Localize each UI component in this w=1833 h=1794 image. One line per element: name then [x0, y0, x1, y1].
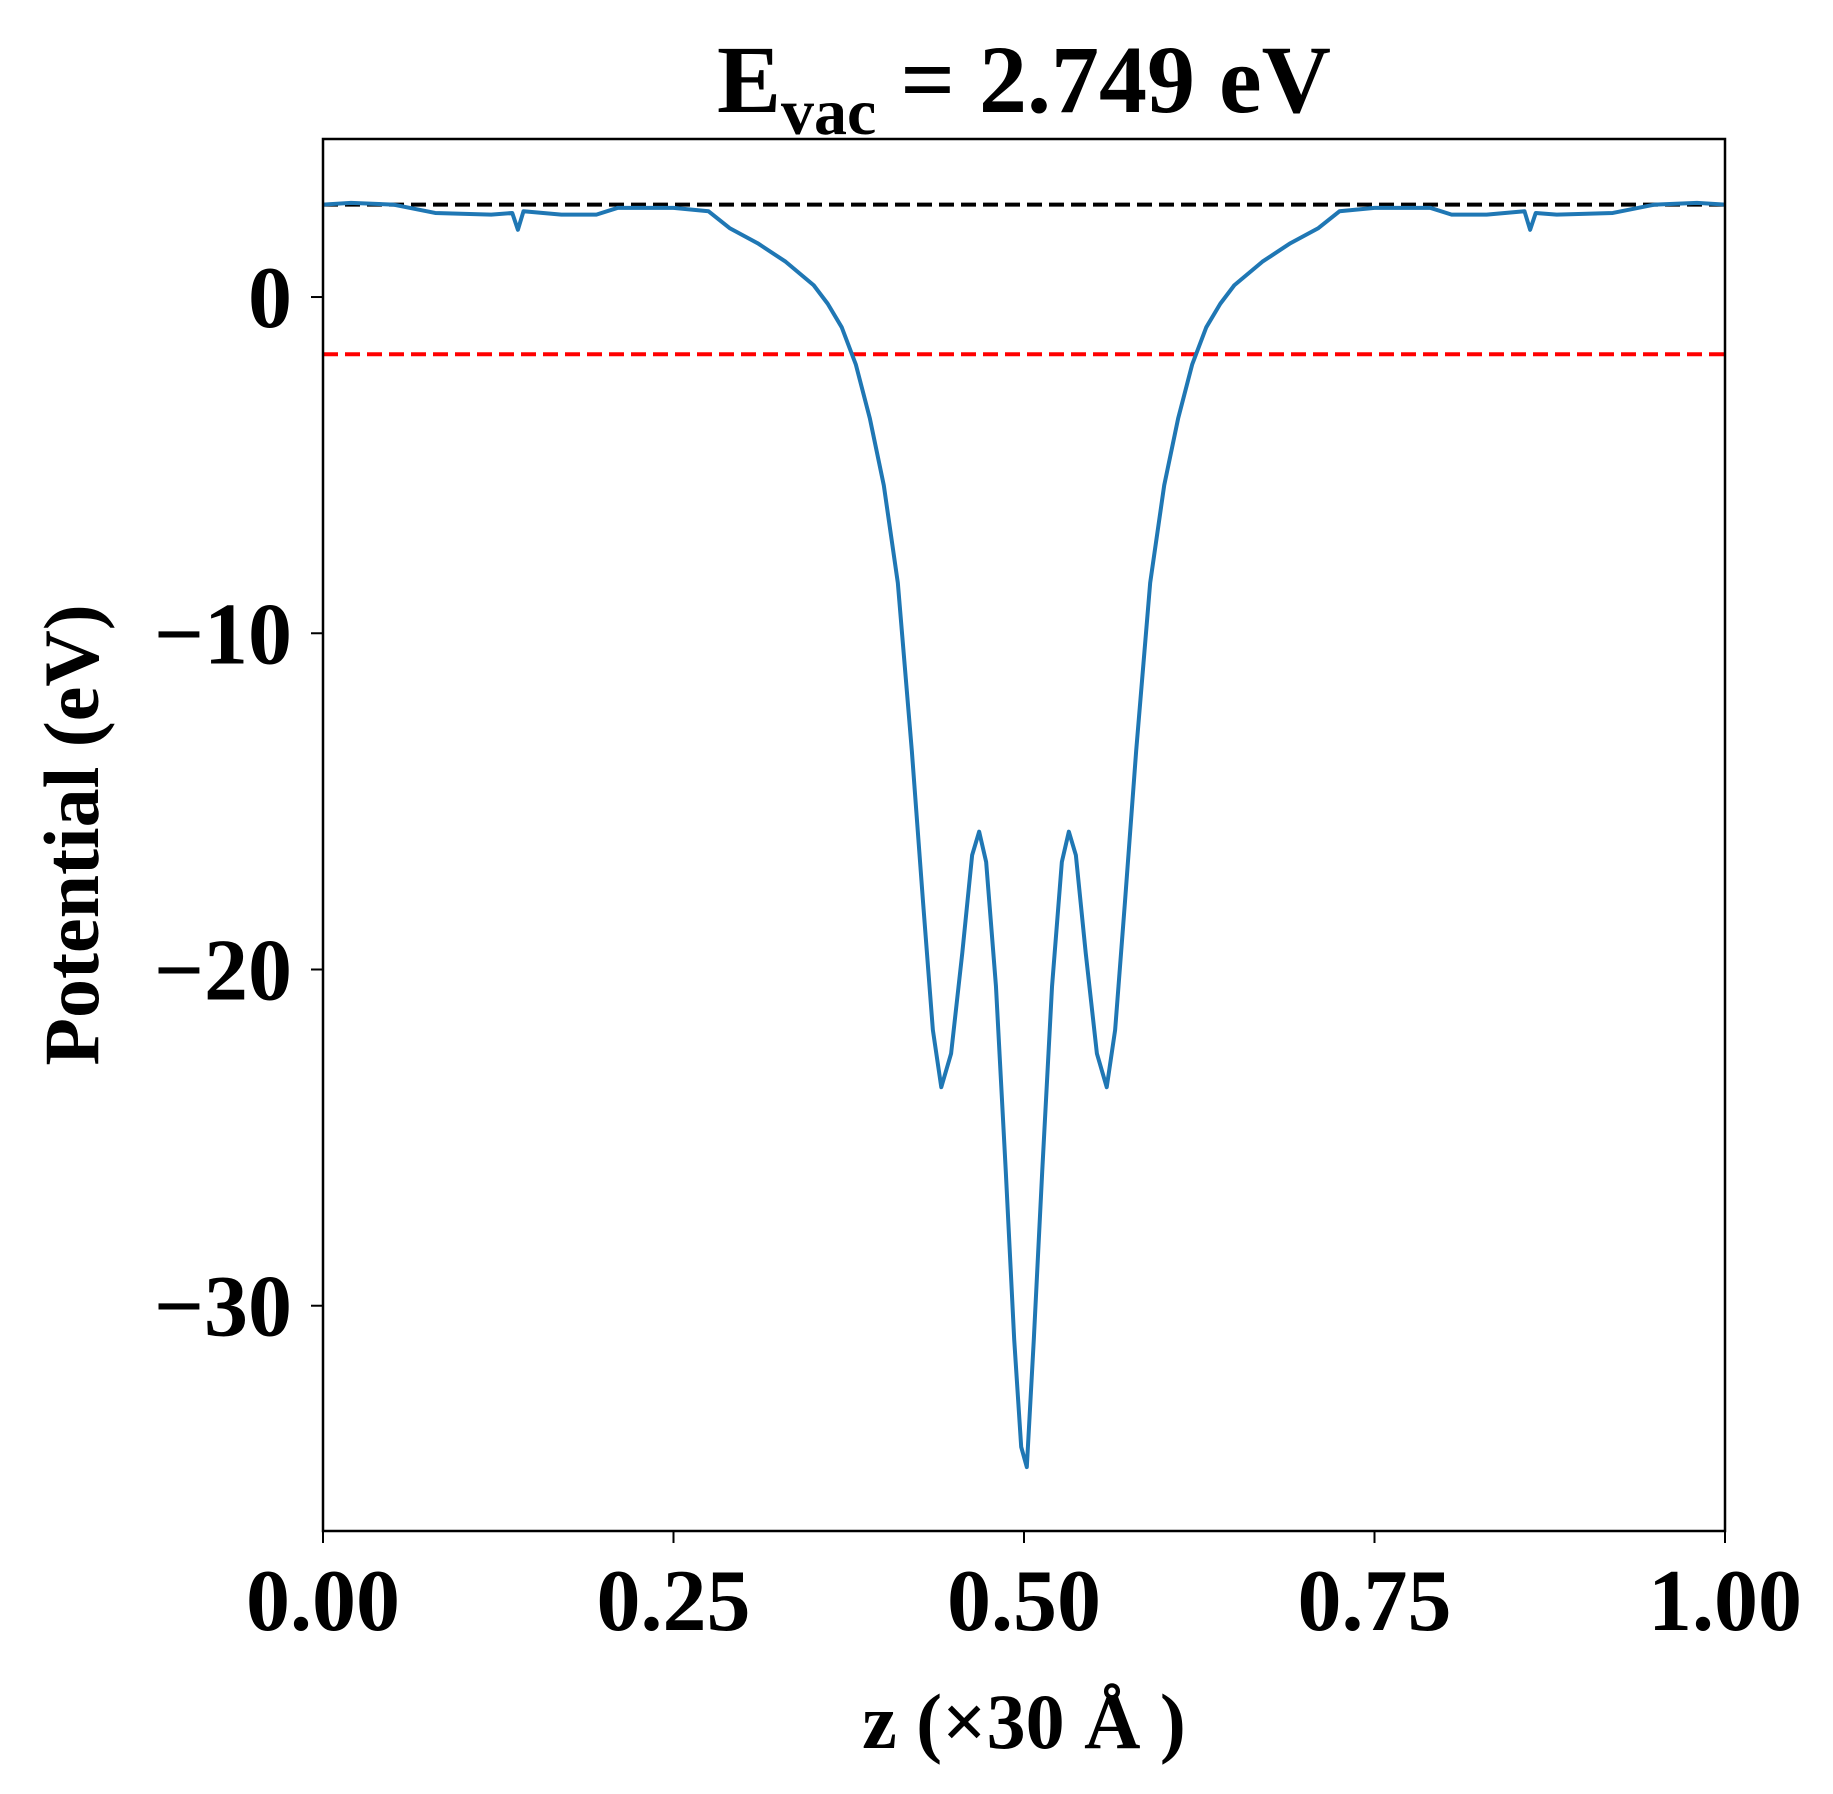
- title-rest: = 2.749 eV: [876, 26, 1331, 133]
- x-tick-label: 0.25: [597, 1553, 751, 1650]
- x-tick-label: 0.00: [246, 1553, 400, 1650]
- y-tick-label: 0: [248, 250, 292, 347]
- y-tick-label: −30: [154, 1259, 292, 1356]
- chart-title: Evac = 2.749 eV: [717, 26, 1331, 149]
- title-sub: vac: [781, 76, 876, 149]
- x-tick-label: 0.75: [1298, 1553, 1452, 1650]
- plot-frame: [321, 137, 1727, 1533]
- y-axis-label: Potential (eV): [28, 604, 115, 1065]
- x-axis-label: z (×30 Å ): [862, 1678, 1186, 1765]
- y-tick-label: −10: [154, 586, 292, 683]
- x-tick-label: 0.50: [947, 1553, 1101, 1650]
- data-line: [322, 200, 1726, 1470]
- title-main: E: [717, 26, 781, 133]
- x-tick-label: 1.00: [1648, 1553, 1802, 1650]
- y-tick-label: −20: [154, 922, 292, 1019]
